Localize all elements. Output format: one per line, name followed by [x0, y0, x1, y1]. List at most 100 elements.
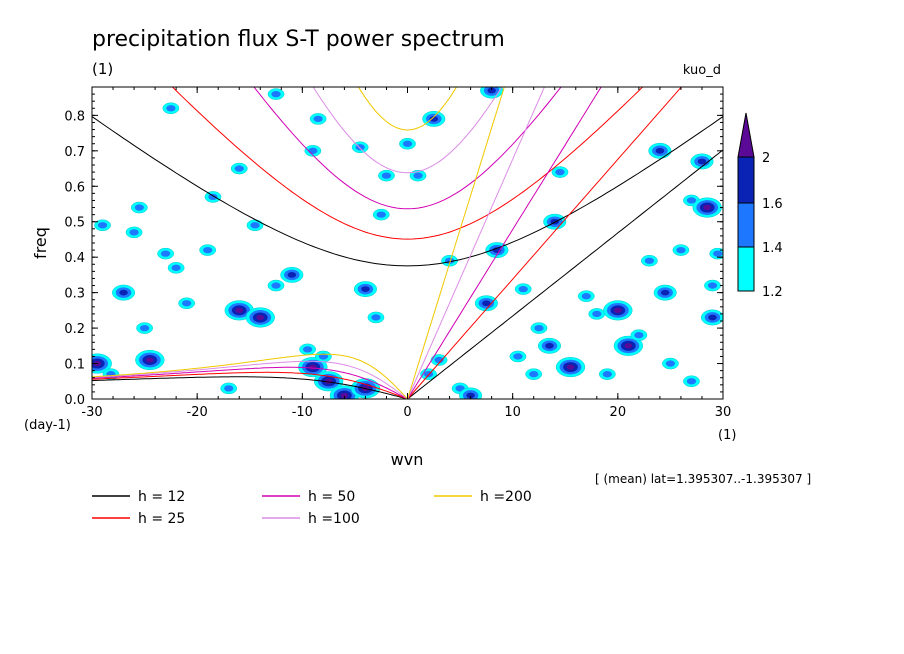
y-tick-label: 0.3 [64, 287, 85, 302]
contour-blob [537, 337, 561, 354]
contour-level-2 [224, 385, 234, 392]
ig-curve [92, 116, 723, 267]
ig-curve [253, 87, 562, 210]
contour-level-3 [697, 158, 707, 165]
x-tick-label: 20 [610, 405, 627, 420]
contour-fill-layer [92, 66, 723, 399]
colorbar-label: 1.6 [762, 197, 783, 212]
contour-level-2 [302, 346, 313, 353]
contour-blob [353, 281, 377, 297]
contour-level-2 [203, 246, 213, 254]
contour-blob [162, 102, 180, 115]
contour-blob [480, 87, 504, 99]
contour-blob [125, 226, 143, 239]
y-tick-label: 0.0 [64, 393, 85, 408]
contour-level-3 [466, 392, 475, 399]
x-axis-ticks: -30 -20 -10 0 10 20 30 [81, 87, 731, 420]
contour-blob [430, 354, 448, 366]
contour-blob [178, 297, 196, 310]
contour-level-3 [319, 66, 328, 72]
contour-level-2 [371, 314, 381, 321]
contour-level-2 [129, 229, 139, 236]
legend-label: h = 50 [308, 489, 355, 505]
contour-blob [92, 353, 112, 374]
contour-level-4 [566, 364, 575, 370]
legend-label: h =100 [308, 511, 360, 527]
contour-blob [267, 88, 285, 100]
contour-blob [630, 329, 648, 341]
legend-label: h = 12 [138, 489, 185, 505]
curve-h-100 [92, 87, 545, 399]
contour-level-4 [624, 343, 633, 349]
curve-h-25 [92, 87, 682, 399]
contour-level-2 [171, 264, 181, 271]
contour-level-2 [529, 371, 539, 378]
dispersion-curves-layer [92, 87, 723, 399]
colorbar-label: 1.2 [762, 285, 783, 300]
contour-level-2 [208, 193, 218, 201]
colorbar-label: 1.4 [762, 241, 783, 256]
contour-level-3 [482, 300, 491, 307]
contour-level-3 [119, 289, 128, 296]
y-tick-label: 0.7 [64, 145, 85, 160]
y-tick-label: 0.5 [64, 216, 85, 231]
ig-curve [357, 87, 458, 131]
contour-level-2 [513, 353, 523, 360]
contour-level-2 [134, 204, 144, 211]
contour-level-2 [518, 285, 528, 293]
x-tick-label: -20 [187, 405, 208, 420]
contour-level-2 [250, 222, 260, 229]
contour-blob [220, 382, 238, 395]
contour-level-3 [287, 272, 297, 278]
x-tick-label: 30 [715, 405, 732, 420]
x-tick-label: 10 [504, 405, 521, 420]
contour-level-3 [545, 342, 554, 349]
kelvin-curve [407, 87, 505, 399]
contour-blob [314, 350, 332, 363]
contour-blob [641, 254, 658, 267]
contour-blob [409, 169, 427, 182]
y-axis-ticks: 0.0 0.1 0.2 0.3 0.4 0.5 0.6 0.7 0.8 [64, 93, 723, 408]
contour-blob [112, 284, 136, 301]
contour-blob [485, 242, 509, 258]
y-tick-label: 0.1 [64, 358, 85, 373]
contour-blob [683, 375, 700, 388]
contour-level-2 [665, 360, 676, 367]
contour-blob [167, 262, 185, 274]
contour-blob [299, 343, 316, 356]
contour-blob [136, 322, 153, 334]
contour-level-2 [592, 310, 602, 318]
contour-level-2 [318, 353, 328, 360]
contour-blob [530, 322, 548, 334]
contour-level-2 [166, 105, 176, 112]
colorbar-overflow-triangle [737, 112, 755, 158]
ig-curve [312, 87, 503, 174]
contour-blob [135, 349, 165, 371]
contour-blob [246, 219, 264, 232]
contour-blob [588, 308, 606, 320]
y-unit-label: (day-1) [24, 418, 71, 433]
contour-blob [309, 113, 327, 125]
contour-blob [157, 247, 174, 260]
y-tick-label: 0.6 [64, 180, 85, 195]
contour-blob [709, 247, 723, 260]
contour-level-2 [676, 246, 686, 254]
contour-blob [704, 279, 721, 292]
contour-blob [598, 368, 616, 380]
contour-level-2 [271, 282, 281, 289]
contour-level-4 [340, 392, 349, 399]
x-tick-label: -10 [292, 405, 313, 420]
contour-level-2 [182, 300, 192, 307]
contour-level-2 [308, 147, 318, 154]
contour-blob [662, 357, 679, 370]
curve-h-12 [92, 116, 723, 399]
kelvin-curve [407, 87, 545, 399]
contour-blob [422, 111, 446, 127]
curve-h-200 [92, 87, 505, 399]
contour-level-2 [602, 371, 612, 378]
contour-blob [648, 142, 672, 159]
contour-blob [130, 201, 148, 214]
contour-blob [367, 311, 385, 324]
contour-blob [509, 350, 527, 363]
contour-blob [525, 368, 543, 380]
